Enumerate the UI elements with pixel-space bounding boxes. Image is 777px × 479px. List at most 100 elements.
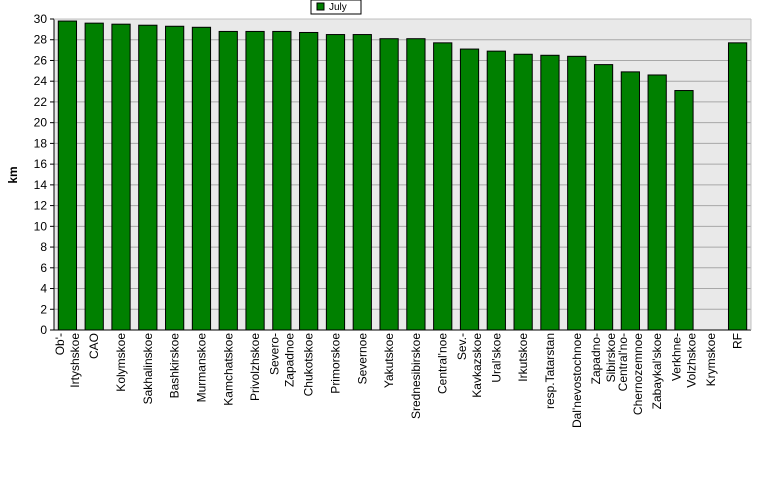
y-tick-label: 22 [34,95,48,109]
x-tick-label: Sakhalinskoe [141,333,155,405]
x-tick-label-line: Kolymskoe [114,333,128,392]
x-tick-label: Zabaykal'skoe [650,333,664,410]
y-tick-label: 16 [34,157,48,171]
x-tick-label-line: Central'no- [616,333,630,391]
x-tick-label-line: Chukotskoe [302,333,316,397]
bar [111,23,131,331]
bar [567,55,587,331]
x-tick-label: Zapadno- Sibirskoe [589,333,618,385]
y-tick-label: 30 [34,12,48,26]
bar [325,34,346,331]
bar [57,20,78,331]
bar [486,50,506,331]
axes [53,18,752,331]
bar [727,42,748,331]
y-axis-label: km [6,166,20,183]
x-tick-label: Primorskoe [329,333,343,394]
y-tick-label: 14 [34,178,48,192]
y-tick-label: 6 [40,261,47,275]
x-tick-label-line: Zabaykal'skoe [650,333,664,410]
x-tick-label: Verkhne- Volzhskoe [670,333,699,388]
x-tick-label: Ob'- Irtyshskoe [53,333,82,388]
x-tick-label-line: resp.Tatarstan [543,333,557,409]
x-tick-label: Murmanskoe [194,333,208,403]
x-tick-label-line: RF [731,333,745,349]
x-tick-label: Kolymskoe [114,333,128,392]
x-tick-label-line: CAO [87,333,101,359]
bar [138,24,158,331]
y-tick-label: 10 [34,219,48,233]
plot-area [54,19,751,330]
x-tick-label: Sev.- Kavkazskoe [455,333,484,398]
x-tick-label-line: Dal'nevostochnoe [570,333,584,428]
x-tick-label-line: Verkhne- [670,333,684,381]
x-tick-label-line: Irtyshskoe [68,333,82,388]
bar [299,31,319,331]
x-tick-label-line: Zapadno- [589,333,603,384]
x-tick-label-line: Krymskoe [704,333,718,387]
bars [57,20,748,331]
y-tick-label: 24 [34,74,48,88]
x-tick-label-line: Volzhskoe [685,333,699,388]
x-tick-label: Krymskoe [704,333,718,387]
x-tick-label: Yakutskoe [382,333,396,388]
bar [165,25,185,331]
y-tick-label: 28 [34,33,48,47]
bar [593,64,614,331]
legend[interactable]: July [310,0,362,15]
bar [674,90,694,331]
bar [647,74,667,331]
x-tick-label: Ural'skoe [489,333,503,383]
bar [84,22,104,331]
x-tick-label-line: Privolzhskoe [248,333,262,401]
x-tick-label: Chukotskoe [302,333,316,397]
bar [406,38,426,331]
legend-label: July [329,2,347,13]
x-tick-label: resp.Tatarstan [543,333,557,409]
bar [191,26,212,331]
x-tick-label-line: Sibirskoe [604,333,618,383]
x-tick-label-line: Ural'skoe [489,333,503,383]
x-tick-label: Central'noe [436,333,450,394]
x-tick-label-line: Chernozemnoe [631,333,645,415]
y-tick-label: 2 [40,302,47,316]
x-tick-label: Severo- Zapadnoe [267,333,296,387]
x-tick-label-line: Irkutskoe [516,333,530,382]
bar [245,30,265,331]
x-tick-label: Severnoe [355,333,369,385]
x-tick-label: Irkutskoe [516,333,530,382]
bar [540,54,560,331]
x-tick-label-line: Severnoe [355,333,369,385]
x-tick-label-line: Ob'- [53,333,67,355]
x-tick-label-line: Sev.- [455,333,469,360]
x-tick-label: CAO [87,333,101,359]
x-tick-label-line: Bashkirskoe [168,333,182,399]
y-tick-label: 12 [34,199,48,213]
y-tick-label: 8 [40,240,47,254]
bar [459,48,480,331]
x-tick-label-line: Srednesibirskoe [409,333,423,419]
x-tick-label: Central'no- Chernozemnoe [616,333,645,415]
y-tick-label: 26 [34,53,48,67]
bar [379,38,399,331]
bar [513,53,533,331]
x-tick-label: Kamchatskoe [221,333,235,406]
x-tick-labels: Ob'- Irtyshskoe CAO Kolymskoe Sakhalinskoe Ba… [53,333,745,428]
x-tick-label: Privolzhskoe [248,333,262,401]
x-tick-label-line: Severo- [267,333,281,375]
x-tick-label: RF [731,333,745,349]
y-tick-label: 0 [40,323,47,337]
x-tick-label-line: Murmanskoe [194,333,208,403]
bar [272,30,292,331]
bar [218,30,238,331]
x-tick-label-line: Zapadnoe [282,333,296,387]
x-tick-label: Dal'nevostochnoe [570,333,584,428]
bar [620,71,640,331]
bar [433,42,453,331]
y-tick-label: 4 [40,282,47,296]
y-tick-label: 20 [34,116,48,130]
x-tick-label: Srednesibirskoe [409,333,423,419]
x-tick-label-line: Primorskoe [329,333,343,394]
